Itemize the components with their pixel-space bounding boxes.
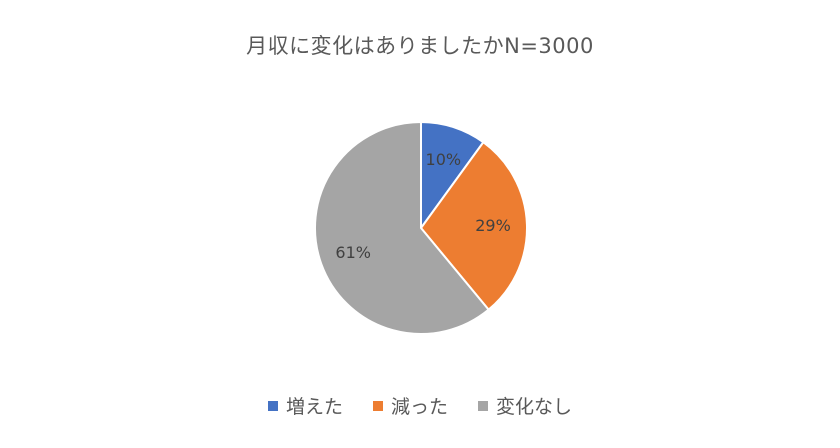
data-label-no-change: 61% [335, 243, 371, 262]
legend-item-decreased[interactable]: 減った [372, 392, 448, 419]
legend-swatch-decreased [372, 400, 383, 411]
legend-item-increased[interactable]: 増えた [267, 392, 343, 419]
legend-swatch-no-change [478, 400, 488, 411]
legend-label-decreased: 減った [390, 396, 448, 418]
pie-slice-decreased[interactable] [419, 140, 528, 312]
legend-item-no-change[interactable]: 変化なし [478, 392, 572, 419]
legend-swatch-increased [267, 400, 278, 411]
pie-slice-no-change[interactable] [314, 120, 490, 335]
legend-label-increased: 増えた [285, 396, 343, 418]
chart-title: 月収に変化はありましたかN=3000 [246, 34, 594, 58]
data-label-decreased: 29% [475, 216, 511, 235]
pie-slices [314, 120, 528, 335]
pie-data-labels: 10% 29% 61% [335, 150, 510, 262]
data-label-increased: 10% [426, 150, 462, 169]
legend-label-no-change: 変化なし [496, 396, 573, 418]
legend: 増えた 減った 変化なし [0, 392, 840, 419]
